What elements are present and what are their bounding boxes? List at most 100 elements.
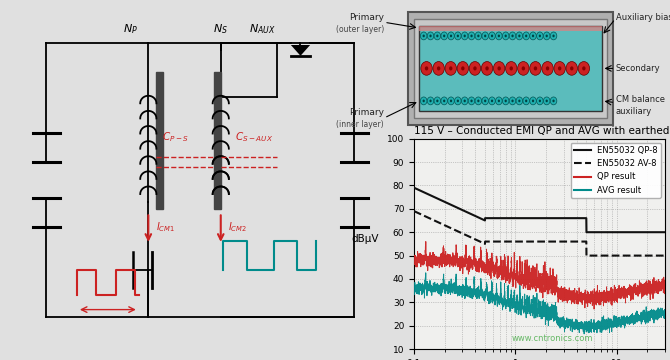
Circle shape bbox=[510, 66, 513, 71]
Circle shape bbox=[505, 99, 507, 102]
Circle shape bbox=[525, 99, 527, 102]
Circle shape bbox=[532, 35, 534, 37]
Text: 115 V – Conducted EMI QP and AVG with earthed load: 115 V – Conducted EMI QP and AVG with ea… bbox=[414, 126, 670, 136]
Circle shape bbox=[502, 97, 509, 105]
Circle shape bbox=[423, 35, 425, 37]
Bar bbox=[156, 72, 163, 209]
Circle shape bbox=[552, 99, 555, 102]
Text: $N_{AUX}$: $N_{AUX}$ bbox=[249, 22, 275, 36]
QP result bbox=[517, 278, 525, 282]
Circle shape bbox=[441, 97, 448, 105]
Text: Primary: Primary bbox=[349, 13, 384, 22]
EN55032 AV-8 bbox=[657, 253, 665, 258]
EN55032 AV-8 bbox=[517, 239, 525, 244]
Circle shape bbox=[542, 62, 553, 75]
Circle shape bbox=[477, 99, 480, 102]
Circle shape bbox=[493, 62, 505, 75]
Text: $N_P$: $N_P$ bbox=[123, 22, 139, 36]
Circle shape bbox=[523, 97, 529, 105]
QP result bbox=[507, 276, 515, 280]
Bar bbox=[413, 19, 608, 118]
Circle shape bbox=[530, 32, 536, 40]
Circle shape bbox=[441, 32, 448, 40]
Circle shape bbox=[518, 99, 521, 102]
QP result bbox=[410, 261, 418, 265]
Circle shape bbox=[543, 32, 550, 40]
Circle shape bbox=[468, 32, 475, 40]
Circle shape bbox=[436, 35, 438, 37]
EN55032 QP-8 bbox=[661, 230, 669, 234]
AVG result bbox=[421, 271, 429, 275]
Line: AVG result: AVG result bbox=[414, 273, 665, 334]
Circle shape bbox=[491, 99, 493, 102]
Circle shape bbox=[558, 66, 561, 71]
EN55032 AV-8 bbox=[439, 222, 447, 226]
Circle shape bbox=[537, 32, 543, 40]
Circle shape bbox=[491, 35, 493, 37]
Circle shape bbox=[518, 35, 521, 37]
Circle shape bbox=[448, 97, 454, 105]
Circle shape bbox=[522, 66, 525, 71]
Text: $C_{P-S}$: $C_{P-S}$ bbox=[162, 130, 189, 144]
Text: $I_{CM2}$: $I_{CM2}$ bbox=[228, 220, 247, 234]
Circle shape bbox=[427, 32, 433, 40]
Circle shape bbox=[482, 32, 488, 40]
Text: $C_{S-AUX}$: $C_{S-AUX}$ bbox=[235, 130, 273, 144]
Circle shape bbox=[470, 35, 472, 37]
Y-axis label: dBµV: dBµV bbox=[351, 234, 379, 244]
Circle shape bbox=[496, 97, 502, 105]
Circle shape bbox=[469, 62, 480, 75]
Circle shape bbox=[532, 99, 534, 102]
Circle shape bbox=[468, 97, 475, 105]
Text: Auxiliary bias: Auxiliary bias bbox=[616, 13, 670, 22]
QP result bbox=[590, 307, 598, 311]
Circle shape bbox=[450, 99, 452, 102]
Circle shape bbox=[543, 97, 550, 105]
Circle shape bbox=[475, 32, 482, 40]
Circle shape bbox=[539, 99, 541, 102]
Circle shape bbox=[450, 35, 452, 37]
AVG result bbox=[507, 302, 515, 306]
Line: QP result: QP result bbox=[414, 242, 665, 309]
Circle shape bbox=[502, 32, 509, 40]
Circle shape bbox=[488, 97, 495, 105]
Bar bbox=[419, 26, 602, 31]
Circle shape bbox=[420, 97, 427, 105]
Circle shape bbox=[496, 32, 502, 40]
QP result bbox=[454, 259, 462, 264]
EN55032 QP-8 bbox=[629, 230, 637, 234]
Text: $N_S$: $N_S$ bbox=[213, 22, 228, 36]
Circle shape bbox=[570, 66, 574, 71]
EN55032 QP-8 bbox=[410, 186, 418, 190]
Text: auxiliary: auxiliary bbox=[616, 107, 652, 116]
AVG result bbox=[661, 313, 669, 317]
Text: (outer layer): (outer layer) bbox=[336, 24, 384, 33]
EN55032 AV-8 bbox=[629, 253, 637, 258]
Circle shape bbox=[530, 97, 536, 105]
Circle shape bbox=[523, 32, 529, 40]
Circle shape bbox=[506, 62, 517, 75]
Circle shape bbox=[449, 66, 452, 71]
Circle shape bbox=[457, 35, 459, 37]
EN55032 QP-8 bbox=[517, 216, 525, 220]
Bar bbox=[214, 72, 220, 209]
Circle shape bbox=[448, 32, 454, 40]
Circle shape bbox=[481, 62, 492, 75]
Circle shape bbox=[473, 66, 476, 71]
Bar bbox=[419, 26, 602, 111]
EN55032 AV-8 bbox=[661, 253, 669, 258]
Line: EN55032 QP-8: EN55032 QP-8 bbox=[414, 188, 665, 232]
Circle shape bbox=[545, 35, 548, 37]
EN55032 QP-8 bbox=[454, 206, 462, 210]
Circle shape bbox=[464, 99, 466, 102]
QP result bbox=[657, 283, 665, 287]
Circle shape bbox=[436, 99, 438, 102]
Circle shape bbox=[445, 62, 456, 75]
Circle shape bbox=[505, 35, 507, 37]
Circle shape bbox=[475, 97, 482, 105]
Circle shape bbox=[462, 32, 468, 40]
Text: Secondary: Secondary bbox=[616, 64, 661, 73]
QP result bbox=[422, 239, 430, 244]
Text: www.cntronics.com: www.cntronics.com bbox=[511, 334, 593, 343]
Circle shape bbox=[425, 66, 428, 71]
